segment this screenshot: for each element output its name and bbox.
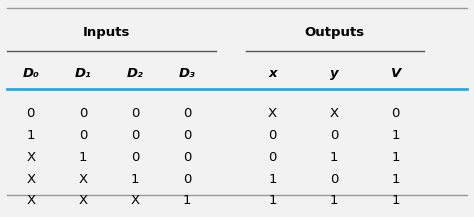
Text: 0: 0 xyxy=(79,107,87,120)
Text: Inputs: Inputs xyxy=(83,26,130,39)
Text: X: X xyxy=(26,173,36,186)
Text: 0: 0 xyxy=(131,151,139,164)
Text: y: y xyxy=(330,67,338,80)
Text: 1: 1 xyxy=(27,129,35,142)
Text: 0: 0 xyxy=(392,107,400,120)
Text: 1: 1 xyxy=(79,151,87,164)
Text: X: X xyxy=(329,107,339,120)
Text: Outputs: Outputs xyxy=(304,26,364,39)
Text: 0: 0 xyxy=(131,107,139,120)
Text: 0: 0 xyxy=(27,107,35,120)
Text: 0: 0 xyxy=(183,107,191,120)
Text: 0: 0 xyxy=(183,151,191,164)
Text: 0: 0 xyxy=(183,173,191,186)
Text: X: X xyxy=(26,151,36,164)
Text: 0: 0 xyxy=(268,151,277,164)
Text: 0: 0 xyxy=(79,129,87,142)
Text: 0: 0 xyxy=(183,129,191,142)
Text: 0: 0 xyxy=(131,129,139,142)
Text: 0: 0 xyxy=(268,129,277,142)
Text: X: X xyxy=(130,194,140,207)
Text: X: X xyxy=(268,107,277,120)
Text: 1: 1 xyxy=(392,151,400,164)
Text: x: x xyxy=(268,67,277,80)
Text: 1: 1 xyxy=(268,194,277,207)
Text: 1: 1 xyxy=(268,173,277,186)
Text: D₃: D₃ xyxy=(179,67,196,80)
Text: 1: 1 xyxy=(131,173,139,186)
Text: 0: 0 xyxy=(330,129,338,142)
Text: D₁: D₁ xyxy=(74,67,91,80)
Text: 1: 1 xyxy=(183,194,191,207)
Text: D₂: D₂ xyxy=(127,67,144,80)
Text: 1: 1 xyxy=(330,151,338,164)
Text: 1: 1 xyxy=(330,194,338,207)
Text: 0: 0 xyxy=(330,173,338,186)
Text: X: X xyxy=(78,173,88,186)
Text: 1: 1 xyxy=(392,194,400,207)
Text: X: X xyxy=(78,194,88,207)
Text: V: V xyxy=(391,67,401,80)
Text: 1: 1 xyxy=(392,129,400,142)
Text: D₀: D₀ xyxy=(22,67,39,80)
Text: X: X xyxy=(26,194,36,207)
Text: 1: 1 xyxy=(392,173,400,186)
